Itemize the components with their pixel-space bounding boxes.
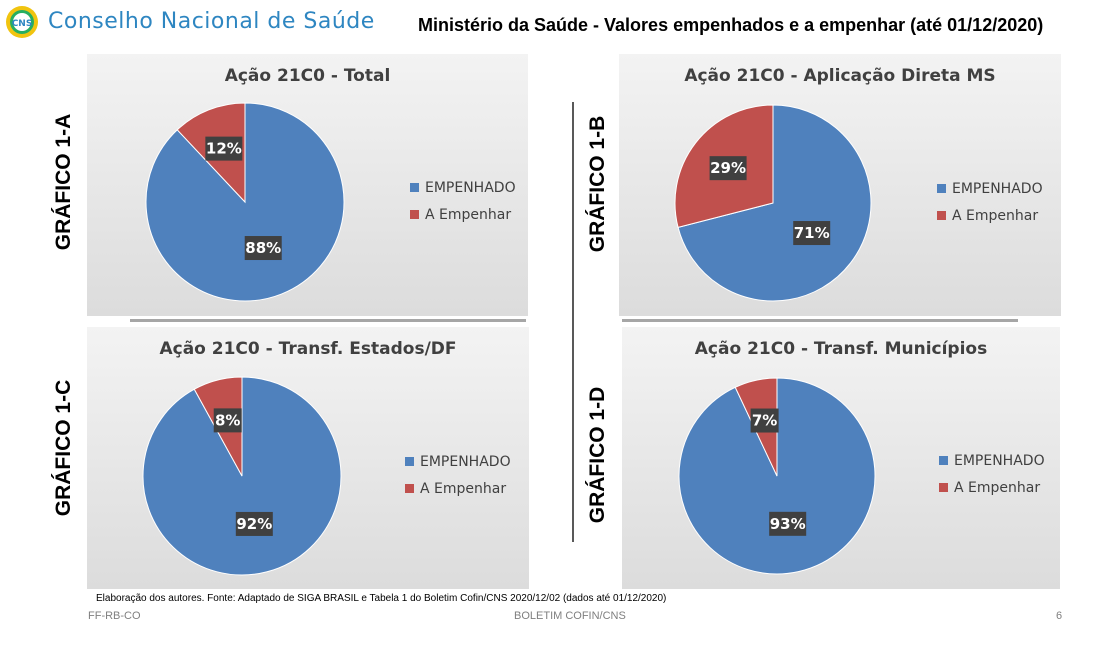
legend-swatch [937,211,946,220]
data-label-empenhado: 88% [244,236,282,261]
data-label-text: 8% [215,411,240,429]
legend-item-empenhado: EMPENHADO [937,175,1043,202]
data-label-box [235,511,273,536]
footer-center: BOLETIM COFIN/CNS [514,610,626,622]
page-number: 6 [1056,610,1063,622]
data-label-a-empenhar: 7% [750,408,779,433]
data-label-box [793,221,831,246]
data-label-text: 29% [710,159,746,177]
slide-title: Ministério da Saúde - Valores empenhados… [418,15,1044,35]
data-label-a-empenhar: 29% [709,156,747,181]
data-label-empenhado: 92% [235,511,273,536]
pie-chart-municipios: 93% 7% [678,377,876,575]
chart-panel-aplicacao-direta: Ação 21C0 - Aplicação Direta MS 71% 29% E… [619,54,1061,316]
legend-item-a-empenhar: A Empenhar [937,202,1043,229]
chart-panel-estados: Ação 21C0 - Transf. Estados/DF 92% 8% EMP… [87,327,529,589]
legend-item-empenhado: EMPENHADO [939,447,1045,474]
footer-left: FF-RB-CO [88,610,141,622]
legend-label: EMPENHADO [420,453,511,470]
data-label-box [205,136,243,161]
divider-left [130,319,526,322]
chart-panel-municipios: Ação 21C0 - Transf. Municípios 93% 7% EMP… [622,327,1060,589]
legend-swatch [939,483,948,492]
logo-text: CNS [12,19,33,29]
data-label-text: 71% [794,224,830,242]
chart-panel-total: Ação 21C0 - Total 88% 12% EMPENHADO A Emp… [87,54,528,316]
source-note: Elaboração dos autores. Fonte: Adaptado … [96,593,667,604]
data-label-empenhado: 93% [769,511,807,536]
legend-swatch [937,184,946,193]
legend-label: A Empenhar [952,207,1039,224]
chart-title: Ação 21C0 - Total [224,66,391,86]
data-label-box [750,408,779,433]
legend-swatch [405,457,414,466]
side-label-1a: GRÁFICO 1-A [52,113,75,251]
data-label-box [709,156,747,181]
data-label-text: 92% [236,515,272,533]
legend-swatch [410,183,419,192]
data-label-a-empenhar: 12% [205,136,243,161]
chart-title: Ação 21C0 - Transf. Estados/DF [159,339,457,359]
legend: EMPENHADO A Empenhar [410,174,516,228]
legend-swatch [410,210,419,219]
legend-label: EMPENHADO [954,452,1045,469]
legend-label: EMPENHADO [425,179,516,196]
side-label-1b: GRÁFICO 1-B [586,115,609,253]
cns-logo: CNS [6,6,38,38]
chart-title: Ação 21C0 - Aplicação Direta MS [684,66,996,86]
legend-item-empenhado: EMPENHADO [410,174,516,201]
legend-item-a-empenhar: A Empenhar [405,475,511,502]
pie-chart-total: 88% 12% [145,102,345,302]
legend-label: A Empenhar [425,206,512,223]
pie-chart-estados: 92% 8% [142,376,342,576]
data-label-box [769,511,807,536]
pie-chart-aplicacao-direta: 71% 29% [674,104,872,302]
data-label-text: 93% [770,515,806,533]
side-label-1d: GRÁFICO 1-D [586,386,609,524]
legend-swatch [405,484,414,493]
divider-right [622,319,1018,322]
data-label-a-empenhar: 8% [213,408,242,433]
data-label-text: 12% [206,140,242,158]
legend: EMPENHADO A Empenhar [939,447,1045,501]
legend-item-empenhado: EMPENHADO [405,448,511,475]
legend: EMPENHADO A Empenhar [937,175,1043,229]
pie-slice-empenhado [677,104,872,302]
data-label-text: 88% [245,239,281,257]
legend-label: A Empenhar [420,480,507,497]
legend-swatch [939,456,948,465]
chart-title: Ação 21C0 - Transf. Municípios [694,339,988,359]
data-label-text: 7% [752,412,777,430]
legend-label: EMPENHADO [952,180,1043,197]
data-label-box [213,408,242,433]
data-label-empenhado: 71% [793,221,831,246]
divider-vertical [572,102,574,542]
data-label-box [244,236,282,261]
side-label-1c: GRÁFICO 1-C [52,379,75,517]
legend-item-a-empenhar: A Empenhar [939,474,1045,501]
legend: EMPENHADO A Empenhar [405,448,511,502]
org-name: Conselho Nacional de Saúde [48,9,375,34]
legend-item-a-empenhar: A Empenhar [410,201,516,228]
legend-label: A Empenhar [954,479,1041,496]
